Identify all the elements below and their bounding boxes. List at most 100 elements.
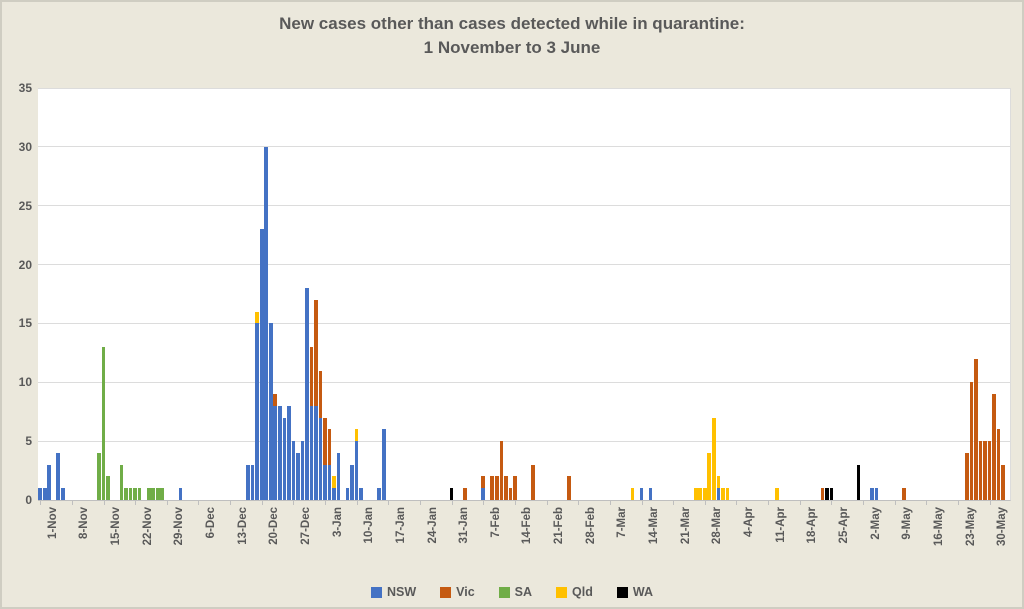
- x-tick-mark: [609, 501, 611, 505]
- bar-segment-4-Jan-Vic: [327, 429, 332, 465]
- legend-item-nsw: NSW: [370, 585, 416, 599]
- bar-segment-1-Apr-Qld: [721, 488, 725, 500]
- x-tick-mark: [103, 501, 105, 505]
- x-tick-label: 23-May: [964, 507, 977, 546]
- bar-segment-31-Mar-Qld: [716, 476, 721, 489]
- x-tick-mark: [230, 501, 232, 505]
- bar-segment-27-Dec-NSW: [291, 441, 296, 500]
- bar-segment-31-Dec-NSW: [309, 405, 314, 500]
- bar-segment-1-Jun-Vic: [996, 429, 1001, 500]
- legend-label: SA: [514, 585, 533, 599]
- x-tick-mark: [356, 501, 358, 505]
- y-tick-label: 25: [18, 198, 32, 213]
- bar-segment-27-May-Vic: [974, 358, 978, 500]
- x-tick-mark: [261, 501, 263, 505]
- bar-segment-31-Dec-Vic: [309, 347, 314, 406]
- bar-segment-30-Dec-NSW: [305, 288, 309, 500]
- bar-segment-21-Nov-SA: [128, 488, 133, 500]
- x-tick-label: 4-Apr: [742, 507, 755, 538]
- x-tick-mark: [926, 501, 928, 505]
- bar-segment-27-Mar-Qld: [698, 488, 703, 500]
- x-tick-mark: [641, 501, 643, 505]
- bar-segment-28-May-Vic: [978, 441, 983, 500]
- bar-segment-2-Apr-Qld: [725, 488, 730, 500]
- bar-segment-3-Jan-NSW: [323, 464, 327, 500]
- legend-swatch-vic: [440, 586, 452, 598]
- bar-segment-25-Apr-WA: [829, 488, 834, 500]
- bar-segment-19-Nov-SA: [119, 464, 124, 500]
- bar-segment-7-Feb-Vic: [481, 476, 486, 489]
- x-tick-mark: [894, 501, 896, 505]
- x-tick-mark: [166, 501, 168, 505]
- bar-segment-11-Jan-NSW: [359, 488, 363, 500]
- bar-segment-6-Nov-NSW: [61, 488, 65, 500]
- bar-segment-28-Dec-NSW: [296, 452, 300, 500]
- x-tick-mark: [799, 501, 801, 505]
- x-tick-label: 14-Feb: [521, 507, 534, 545]
- legend-swatch-sa: [498, 586, 510, 598]
- x-tick-label: 21-Feb: [553, 507, 566, 545]
- bar-segment-12-Mar-Qld: [630, 488, 635, 500]
- bar-segment-18-Dec-NSW: [250, 464, 255, 500]
- x-tick-label: 14-Mar: [648, 507, 661, 545]
- y-tick-label: 30: [18, 139, 32, 154]
- x-tick-mark: [135, 501, 137, 505]
- x-tick-mark: [768, 501, 770, 505]
- bar-segment-7-Feb-NSW: [481, 488, 486, 500]
- bar-segment-29-Dec-NSW: [300, 441, 305, 500]
- x-tick-label: 3-Jan: [331, 507, 344, 538]
- bar-segment-25-Nov-SA: [146, 488, 151, 500]
- bar-segment-31-May-Vic: [992, 394, 996, 500]
- bar-segment-13-Apr-Qld: [775, 488, 779, 500]
- chart-title: New cases other than cases detected whil…: [0, 12, 1024, 60]
- x-tick-mark: [40, 501, 42, 505]
- bar-segment-26-Dec-NSW: [287, 405, 291, 500]
- bar-segment-19-Dec-NSW: [255, 323, 259, 500]
- x-tick-mark: [704, 501, 706, 505]
- x-tick-mark: [736, 501, 738, 505]
- x-tick-label: 2-May: [869, 507, 882, 540]
- x-tick-mark: [673, 501, 675, 505]
- x-tick-mark: [293, 501, 295, 505]
- bar-segment-14-Feb-Vic: [513, 476, 517, 500]
- bar-segment-10-Jan-NSW: [354, 441, 359, 500]
- bar-segment-16-Jan-NSW: [381, 429, 386, 500]
- x-tick-label: 28-Mar: [711, 507, 724, 545]
- bar-segment-25-Dec-NSW: [282, 417, 287, 500]
- y-tick-label: 20: [18, 257, 32, 272]
- x-tick-label: 7-Mar: [616, 507, 629, 538]
- x-tick-label: 6-Dec: [204, 507, 217, 539]
- bar-segment-3-Nov-NSW: [47, 464, 52, 500]
- legend-swatch-qld: [556, 586, 568, 598]
- x-tick-mark: [514, 501, 516, 505]
- bar-segment-12-Feb-Vic: [504, 476, 508, 500]
- x-tick-label: 10-Jan: [363, 507, 376, 544]
- bar-segment-14-Nov-SA: [97, 452, 101, 500]
- legend: NSW Vic SA Qld WA: [0, 585, 1024, 599]
- bar-segment-2-Jan-NSW: [318, 417, 323, 500]
- x-tick-label: 17-Jan: [394, 507, 407, 544]
- bar-segment-23-Dec-Vic: [273, 394, 278, 406]
- bar-segment-26-Feb-Vic: [567, 476, 571, 500]
- bar-segment-24-Apr-WA: [825, 488, 829, 500]
- x-tick-label: 24-Jan: [426, 507, 439, 544]
- bar-segment-5-Jan-Qld: [332, 476, 336, 489]
- bar-segment-5-Nov-NSW: [56, 452, 61, 500]
- x-tick-label: 29-Nov: [173, 507, 186, 546]
- bar-segment-9-Jan-NSW: [350, 464, 354, 500]
- bar-segment-3-Feb-Vic: [463, 488, 467, 500]
- gridline-y15: [38, 322, 1010, 324]
- legend-item-wa: WA: [616, 585, 653, 599]
- bar-segment-6-Jan-NSW: [336, 452, 341, 500]
- legend-item-sa: SA: [498, 585, 533, 599]
- x-tick-label: 21-Mar: [679, 507, 692, 545]
- bar-segment-26-May-Vic: [969, 382, 974, 500]
- bar-segment-23-Apr-Vic: [820, 488, 825, 500]
- x-tick-label: 20-Dec: [268, 507, 281, 545]
- bar-segment-26-Nov-SA: [151, 488, 156, 500]
- bar-segment-20-Nov-SA: [124, 488, 128, 500]
- x-tick-mark: [420, 501, 422, 505]
- bar-segment-1-Nov-NSW: [38, 488, 42, 500]
- bar-segment-24-Dec-NSW: [278, 405, 282, 500]
- bar-segment-1-Jan-NSW: [314, 405, 318, 500]
